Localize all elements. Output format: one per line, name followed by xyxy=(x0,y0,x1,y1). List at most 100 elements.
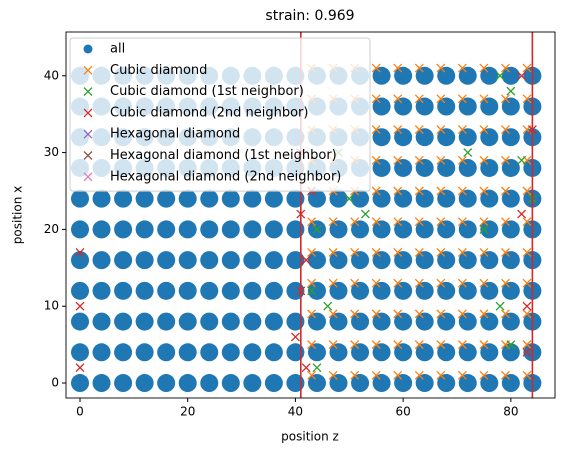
point xyxy=(457,309,467,319)
point xyxy=(328,370,338,380)
point xyxy=(264,220,283,239)
point xyxy=(501,66,520,85)
point xyxy=(135,189,154,208)
point xyxy=(243,281,262,300)
point xyxy=(500,125,510,135)
point xyxy=(157,251,176,270)
point xyxy=(495,71,505,81)
point xyxy=(350,247,360,257)
point xyxy=(393,278,403,288)
point xyxy=(71,251,90,270)
point xyxy=(457,63,467,73)
point xyxy=(437,220,456,239)
point xyxy=(307,247,317,257)
point xyxy=(351,220,370,239)
point xyxy=(500,278,510,288)
point xyxy=(393,370,403,380)
point xyxy=(351,374,370,393)
point xyxy=(457,370,467,380)
point xyxy=(501,343,520,362)
point xyxy=(71,281,90,300)
point xyxy=(393,94,403,104)
point xyxy=(393,63,403,73)
point xyxy=(71,312,90,331)
point xyxy=(307,286,317,296)
point xyxy=(312,363,322,373)
point xyxy=(372,281,391,300)
point xyxy=(414,186,424,196)
point xyxy=(71,189,90,208)
point xyxy=(457,155,467,165)
point xyxy=(372,189,391,208)
point xyxy=(415,189,434,208)
point xyxy=(329,281,348,300)
point xyxy=(415,281,434,300)
point xyxy=(114,374,133,393)
point xyxy=(264,374,283,393)
point xyxy=(221,251,240,270)
point xyxy=(479,340,489,350)
point xyxy=(243,189,262,208)
point xyxy=(92,251,111,270)
point xyxy=(323,301,333,311)
point xyxy=(157,312,176,331)
point xyxy=(480,128,499,147)
point xyxy=(436,217,446,227)
point xyxy=(92,374,111,393)
point xyxy=(479,247,489,257)
point xyxy=(414,155,424,165)
point xyxy=(114,312,133,331)
point xyxy=(243,374,262,393)
point xyxy=(264,189,283,208)
point xyxy=(394,66,413,85)
point xyxy=(221,312,240,331)
point xyxy=(394,374,413,393)
legend-label: Cubic diamond (1st neighbor) xyxy=(110,84,304,99)
point xyxy=(328,309,338,319)
point xyxy=(243,220,262,239)
point xyxy=(371,186,381,196)
x-axis-label: position z xyxy=(281,430,339,444)
point xyxy=(221,189,240,208)
y-axis-label: position x xyxy=(11,186,25,244)
point xyxy=(75,301,85,311)
point xyxy=(500,217,510,227)
point xyxy=(135,312,154,331)
point xyxy=(480,374,499,393)
x-tick-label: 80 xyxy=(503,405,518,419)
point xyxy=(178,343,197,362)
point xyxy=(479,309,489,319)
point xyxy=(437,312,456,331)
point xyxy=(437,128,456,147)
point xyxy=(393,340,403,350)
point xyxy=(480,97,499,116)
point xyxy=(415,312,434,331)
point xyxy=(436,370,446,380)
point xyxy=(394,251,413,270)
point xyxy=(415,128,434,147)
point xyxy=(436,125,446,135)
point xyxy=(329,220,348,239)
point xyxy=(463,148,473,158)
point xyxy=(394,189,413,208)
point xyxy=(415,374,434,393)
point xyxy=(522,301,532,311)
point xyxy=(135,281,154,300)
point xyxy=(200,281,219,300)
point xyxy=(221,374,240,393)
y-tick-label: 0 xyxy=(51,376,59,390)
point xyxy=(457,217,467,227)
point xyxy=(157,343,176,362)
point xyxy=(372,128,391,147)
point xyxy=(437,189,456,208)
point xyxy=(415,251,434,270)
point xyxy=(371,63,381,73)
point xyxy=(351,281,370,300)
point xyxy=(114,343,133,362)
point xyxy=(501,97,520,116)
point xyxy=(307,343,326,362)
point xyxy=(415,66,434,85)
point xyxy=(495,301,505,311)
point xyxy=(286,312,305,331)
point xyxy=(307,217,317,227)
